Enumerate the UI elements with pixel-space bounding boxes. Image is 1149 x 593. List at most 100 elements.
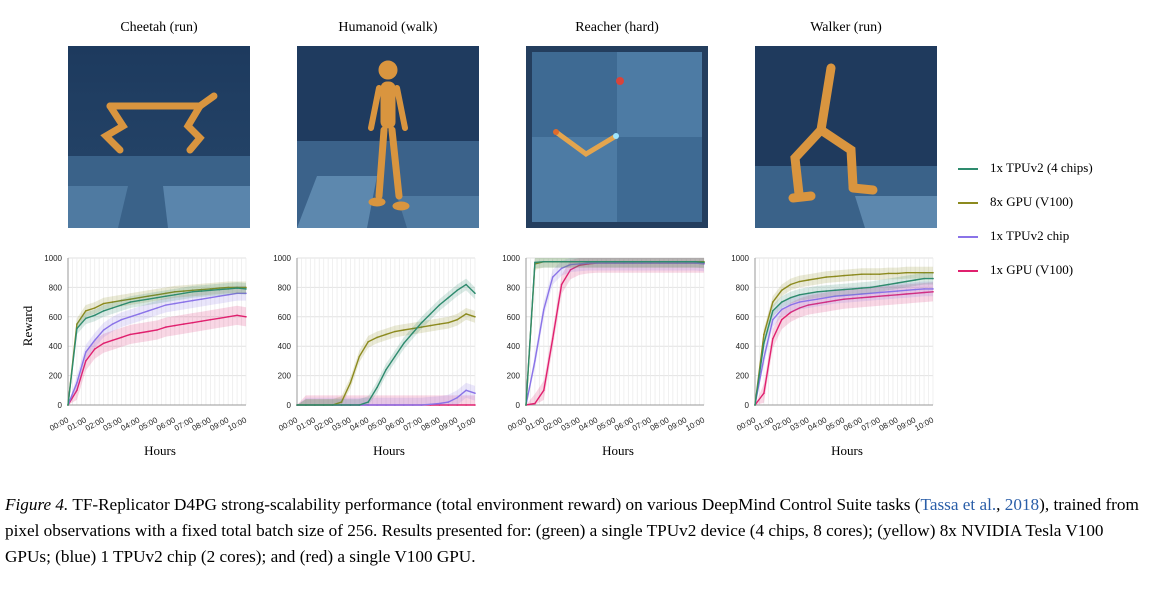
data-point	[807, 279, 810, 281]
data-point	[102, 310, 105, 312]
data-point	[147, 330, 149, 333]
series-band	[297, 308, 475, 405]
data-point	[102, 302, 105, 305]
data-point	[763, 333, 765, 336]
data-point	[543, 308, 545, 311]
data-point	[834, 295, 836, 297]
y-tick-label: 1000	[273, 254, 291, 263]
data-point	[147, 310, 149, 312]
data-point	[218, 287, 221, 289]
data-point	[465, 283, 467, 286]
data-point	[560, 267, 563, 270]
data-point	[780, 301, 783, 303]
data-point	[474, 316, 476, 318]
data-point	[129, 333, 132, 336]
citation-link-author[interactable]: Tassa et al.	[920, 495, 997, 514]
data-point	[174, 324, 176, 327]
data-point	[456, 404, 458, 406]
data-point	[376, 386, 378, 389]
data-point	[376, 336, 378, 339]
data-point	[120, 304, 123, 306]
data-point	[236, 287, 238, 289]
data-point	[129, 298, 132, 300]
data-point	[703, 263, 705, 265]
data-point	[236, 292, 238, 295]
data-point	[456, 396, 458, 399]
data-point	[816, 277, 819, 280]
data-point	[218, 295, 221, 297]
data-point	[869, 286, 872, 289]
data-point	[111, 323, 114, 325]
data-point	[834, 299, 836, 302]
data-point	[640, 262, 643, 264]
data-point	[349, 382, 352, 384]
data-point	[816, 302, 819, 305]
legend-swatch	[958, 236, 978, 238]
x-tick-label: 10:00	[913, 415, 935, 433]
data-point	[640, 260, 643, 263]
y-tick-label: 400	[507, 342, 521, 351]
data-point	[772, 318, 774, 321]
data-point	[914, 292, 916, 295]
data-point	[632, 260, 634, 263]
data-point	[200, 288, 203, 291]
legend-swatch	[958, 168, 978, 170]
data-point	[182, 292, 185, 295]
series-band	[297, 382, 475, 405]
data-point	[200, 320, 203, 322]
y-tick-label: 1000	[731, 254, 749, 263]
data-point	[200, 290, 203, 292]
data-point	[896, 294, 899, 296]
citation-link-year[interactable]: 2018	[1004, 495, 1040, 514]
plot-walker: 0 200 400 600 800 1000 00:00 01:00 02:00 03:00 04:…	[727, 248, 937, 443]
data-point	[843, 288, 845, 291]
legend-swatch	[958, 202, 978, 204]
plot-reacher: 0 200 400 600 800 1000 00:00 01:00 02:00 03:00 04:…	[498, 248, 708, 443]
data-point	[120, 336, 123, 339]
data-point	[816, 291, 819, 293]
data-point	[825, 296, 827, 299]
data-point	[156, 329, 158, 331]
data-point	[896, 282, 899, 284]
data-point	[174, 294, 176, 296]
data-point	[534, 360, 536, 362]
data-point	[209, 289, 212, 292]
data-point	[429, 324, 432, 327]
data-point	[120, 318, 123, 321]
data-point	[191, 291, 194, 293]
data-point	[165, 295, 167, 297]
x-axis-label-humanoid: Hours	[373, 443, 405, 458]
data-point	[560, 283, 563, 286]
data-point	[798, 301, 801, 303]
data-point	[772, 310, 774, 312]
data-point	[649, 260, 652, 263]
data-point	[385, 404, 387, 406]
data-point	[182, 301, 185, 303]
data-point	[111, 301, 114, 303]
data-point	[861, 293, 863, 295]
data-point	[218, 288, 221, 291]
data-point	[807, 304, 810, 306]
data-point	[914, 279, 916, 281]
walker-render	[755, 46, 937, 228]
data-point	[129, 316, 132, 318]
data-point	[411, 332, 414, 334]
data-point	[385, 333, 387, 336]
data-point	[932, 288, 934, 290]
data-point	[658, 260, 661, 263]
data-point	[596, 260, 598, 263]
panel-title-cheetah: Cheetah (run)	[120, 20, 198, 35]
y-tick-label: 0	[58, 401, 63, 410]
x-tick-label: 10:00	[226, 415, 248, 433]
data-point	[667, 260, 670, 263]
data-point	[632, 262, 634, 264]
data-point	[551, 338, 554, 340]
data-point	[861, 273, 863, 275]
reacher-render	[526, 46, 708, 228]
data-point	[111, 339, 114, 342]
data-point	[227, 288, 229, 290]
series-band	[755, 282, 933, 405]
data-point	[314, 404, 316, 406]
data-point	[156, 296, 158, 299]
data-point	[102, 342, 105, 345]
